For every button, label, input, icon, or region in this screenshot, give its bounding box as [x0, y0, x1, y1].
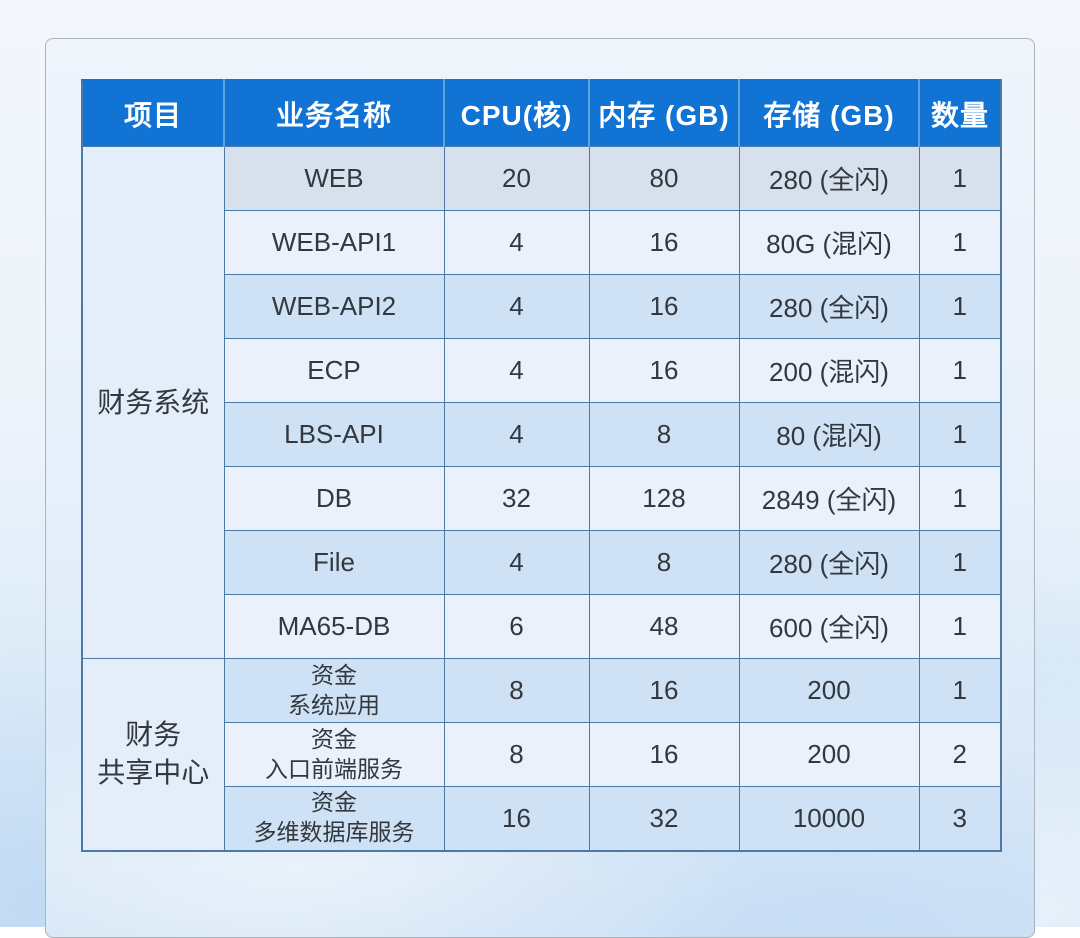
- cell-storage: 280 (全闪): [738, 274, 920, 339]
- cell-quantity: 1: [918, 594, 1002, 659]
- cell-storage: 10000: [738, 786, 920, 851]
- table-row: ECP 4 16 200 (混闪) 1: [82, 338, 1002, 403]
- cell-cpu: 4: [443, 402, 590, 467]
- cell-quantity: 1: [918, 210, 1002, 275]
- cell-storage: 600 (全闪): [738, 594, 920, 659]
- cell-memory: 16: [588, 722, 740, 787]
- cell-business-name: ECP: [223, 338, 445, 403]
- table-row: 财务系统 WEB 20 80 280 (全闪) 1: [81, 146, 1002, 659]
- cell-storage: 2849 (全闪): [738, 466, 920, 531]
- col-header-project: 项目: [81, 79, 225, 147]
- cell-business-name: WEB-API1: [223, 210, 445, 275]
- table-row: 资金 多维数据库服务 16 32 10000 3: [82, 786, 1002, 851]
- table-card: 项目 业务名称 CPU(核) 内存 (GB) 存储 (GB) 数量 财务系统 W…: [45, 38, 1035, 938]
- cell-storage: 280 (全闪): [738, 530, 920, 595]
- cell-memory: 16: [588, 210, 740, 275]
- cell-cpu: 8: [443, 658, 590, 723]
- cell-storage: 200: [738, 722, 920, 787]
- col-header-storage: 存储 (GB): [738, 79, 920, 147]
- col-header-cpu: CPU(核): [443, 79, 590, 147]
- table-row: WEB-API2 4 16 280 (全闪) 1: [82, 274, 1002, 339]
- cell-memory: 16: [588, 658, 740, 723]
- cell-business-name: MA65-DB: [223, 594, 445, 659]
- project-group-cell: 财务 共享中心: [81, 658, 225, 851]
- cell-memory: 128: [588, 466, 740, 531]
- cell-memory: 16: [588, 338, 740, 403]
- cell-memory: 8: [588, 402, 740, 467]
- table-row: DB 32 128 2849 (全闪) 1: [82, 466, 1002, 531]
- col-header-business: 业务名称: [223, 79, 445, 147]
- cell-quantity: 1: [918, 530, 1002, 595]
- table-row: File 4 8 280 (全闪) 1: [82, 530, 1002, 595]
- cell-memory: 8: [588, 530, 740, 595]
- cell-storage: 200 (混闪): [738, 338, 920, 403]
- cell-memory: 80: [588, 146, 740, 211]
- cell-storage: 200: [738, 658, 920, 723]
- cell-quantity: 1: [918, 466, 1002, 531]
- table-row: 资金 入口前端服务 8 16 200 2: [82, 722, 1002, 787]
- cell-cpu: 20: [443, 146, 590, 211]
- table-row: WEB-API1 4 16 80G (混闪) 1: [82, 210, 1002, 275]
- cell-business-name: 资金 入口前端服务: [223, 722, 445, 787]
- cell-business-name: DB: [223, 466, 445, 531]
- cell-storage: 80G (混闪): [738, 210, 920, 275]
- col-header-memory: 内存 (GB): [588, 79, 740, 147]
- cell-quantity: 1: [918, 338, 1002, 403]
- cell-storage: 80 (混闪): [738, 402, 920, 467]
- cell-memory: 48: [588, 594, 740, 659]
- cell-storage: 280 (全闪): [738, 146, 920, 211]
- project-group-cell: 财务系统: [81, 146, 225, 659]
- cell-quantity: 3: [918, 786, 1002, 851]
- cell-cpu: 4: [443, 530, 590, 595]
- col-header-quantity: 数量: [918, 79, 1002, 147]
- cell-memory: 16: [588, 274, 740, 339]
- cell-business-name: WEB-API2: [223, 274, 445, 339]
- cell-quantity: 2: [918, 722, 1002, 787]
- cell-quantity: 1: [918, 274, 1002, 339]
- cell-memory: 32: [588, 786, 740, 851]
- cell-cpu: 4: [443, 274, 590, 339]
- cell-quantity: 1: [918, 402, 1002, 467]
- cell-cpu: 32: [443, 466, 590, 531]
- cell-quantity: 1: [918, 146, 1002, 211]
- cell-cpu: 8: [443, 722, 590, 787]
- cell-cpu: 16: [443, 786, 590, 851]
- cell-business-name: LBS-API: [223, 402, 445, 467]
- cell-cpu: 4: [443, 210, 590, 275]
- table-row: LBS-API 4 8 80 (混闪) 1: [82, 402, 1002, 467]
- resource-table: 项目 业务名称 CPU(核) 内存 (GB) 存储 (GB) 数量 财务系统 W…: [81, 79, 1002, 852]
- cell-business-name: 资金 多维数据库服务: [223, 786, 445, 851]
- cell-business-name: 资金 系统应用: [223, 658, 445, 723]
- cell-business-name: WEB: [223, 146, 445, 211]
- header-row: 项目 业务名称 CPU(核) 内存 (GB) 存储 (GB) 数量: [81, 79, 1002, 147]
- cell-quantity: 1: [918, 658, 1002, 723]
- table-row: MA65-DB 6 48 600 (全闪) 1: [82, 594, 1002, 659]
- cell-cpu: 4: [443, 338, 590, 403]
- cell-cpu: 6: [443, 594, 590, 659]
- cell-business-name: File: [223, 530, 445, 595]
- table-row: 财务 共享中心 资金 系统应用 8 16 200 1: [81, 658, 1002, 851]
